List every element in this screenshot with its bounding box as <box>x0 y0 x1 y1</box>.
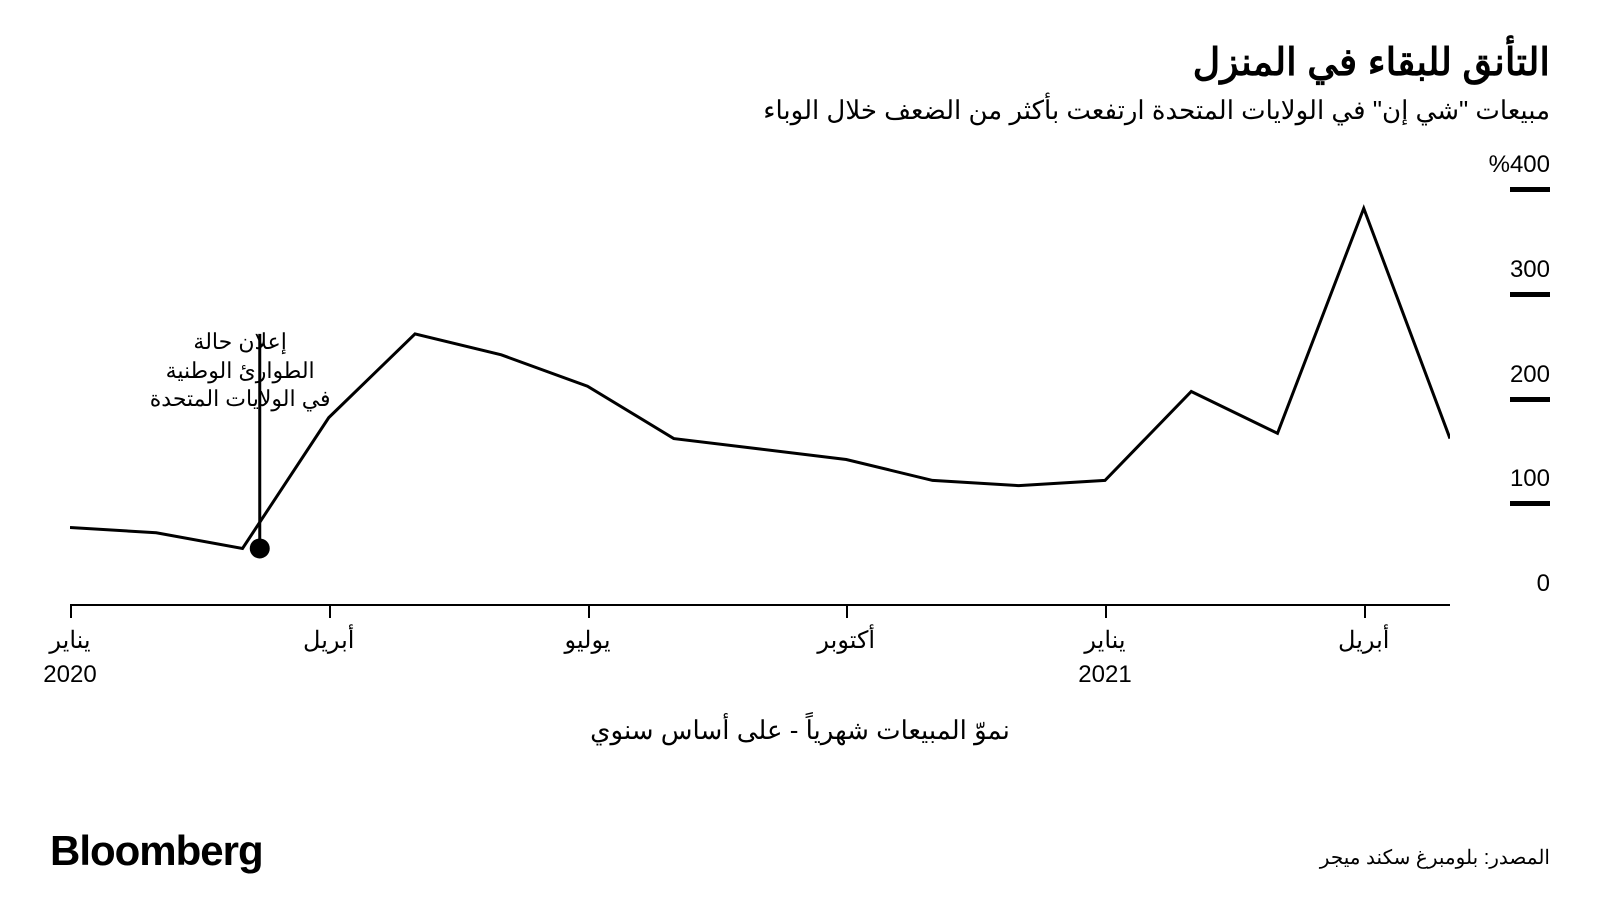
x-tick-label: يناير2021 <box>1078 624 1131 691</box>
chart-subtitle: مبيعات "شي إن" في الولايات المتحدة ارتفع… <box>50 95 1550 126</box>
brand-logo: Bloomberg <box>50 827 263 875</box>
y-tick-mark <box>1510 187 1550 192</box>
x-axis-title: نموّ المبيعات شهرياً - على أساس سنوي <box>590 715 1010 746</box>
y-tick-mark <box>1510 501 1550 506</box>
y-tick-mark <box>1510 292 1550 297</box>
x-tick-mark <box>846 604 848 618</box>
x-tick-mark <box>1105 604 1107 618</box>
x-tick-mark <box>588 604 590 618</box>
x-axis <box>70 604 1450 606</box>
y-tick-mark <box>1510 397 1550 402</box>
chart-title: التأنق للبقاء في المنزل <box>50 40 1550 85</box>
x-tick-label: يناير2020 <box>43 624 96 691</box>
y-tick-label: 0 <box>1537 570 1550 598</box>
x-tick-label: أبريل <box>1338 624 1389 658</box>
y-tick-label: 300 <box>1510 256 1550 284</box>
x-tick-mark <box>70 604 72 618</box>
chart-source: المصدر: بلومبرغ سكند ميجر <box>1320 845 1550 870</box>
y-tick-label: %400 <box>1489 151 1550 179</box>
event-annotation: إعلان حالةالطوارئ الوطنيةفي الولايات الم… <box>150 328 331 414</box>
x-tick-label: أبريل <box>303 624 354 658</box>
x-tick-mark <box>1364 604 1366 618</box>
x-tick-mark <box>329 604 331 618</box>
x-tick-label: يوليو <box>564 624 610 658</box>
y-tick-label: 200 <box>1510 361 1550 389</box>
x-tick-label: أكتوبر <box>817 624 875 658</box>
chart-plot-area: 0100200300%400 يناير2020أبريليوليوأكتوبر… <box>50 156 1550 686</box>
chart-container: التأنق للبقاء في المنزل مبيعات "شي إن" ف… <box>0 0 1600 900</box>
annotation-marker-dot <box>250 538 270 558</box>
y-tick-label: 100 <box>1510 465 1550 493</box>
